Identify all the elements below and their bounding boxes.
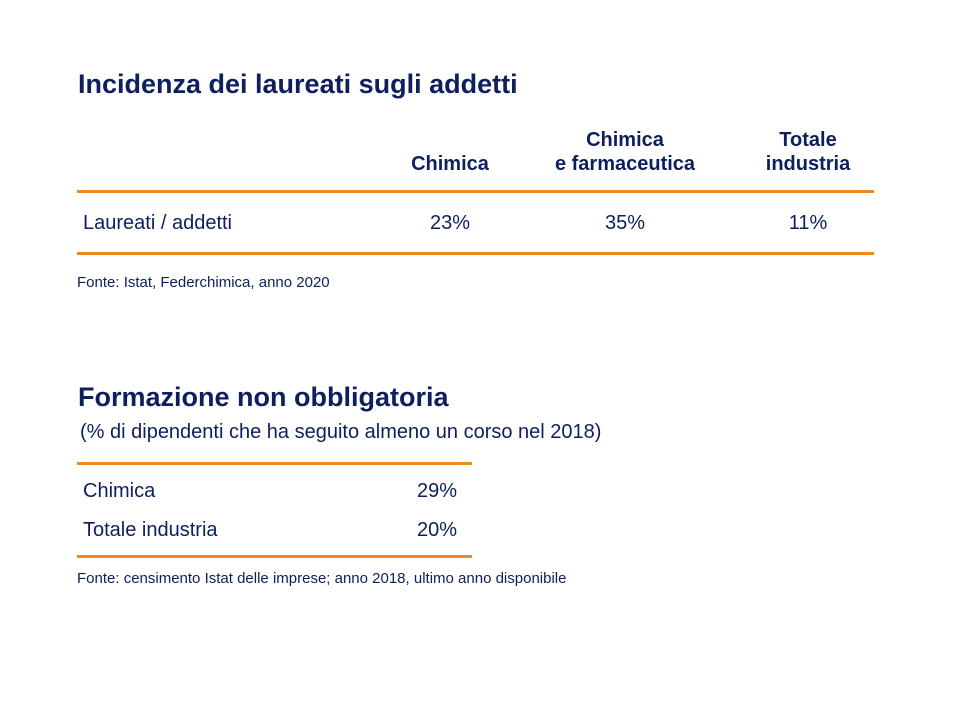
col-header-chimica-farmaceutica-line2: e farmaceutica (554, 153, 696, 175)
col-header-totale-industria-line1: Totale (779, 129, 837, 151)
row-value-totale-industria: 20% (417, 519, 458, 541)
col-header-chimica: Chimica (375, 128, 525, 176)
col-header-chimica-farmaceutica-line1: Chimica (586, 129, 664, 151)
section2-bottom-rule (77, 555, 472, 558)
section1-source: Fonte: Istat, Federchimica, anno 2020 (77, 274, 330, 291)
value-chimica: 23% (429, 212, 471, 234)
section1-bottom-rule (77, 252, 874, 255)
section2-top-rule (77, 462, 472, 465)
section2-title: Formazione non obbligatoria (78, 382, 449, 412)
col-header-totale-industria: Totale industria (733, 128, 883, 176)
col-header-chimica-line1 (375, 128, 525, 152)
section2-subtitle: (% di dipendenti che ha seguito almeno u… (80, 421, 602, 443)
col-header-chimica-line2: Chimica (411, 153, 489, 175)
row-label-chimica: Chimica (83, 480, 156, 502)
value-chimica-farmaceutica: 35% (604, 212, 646, 234)
col-header-chimica-farmaceutica: Chimica e farmaceutica (525, 128, 725, 176)
row-label-laureati-addetti: Laureati / addetti (83, 212, 232, 234)
row-value-chimica: 29% (417, 480, 458, 502)
col-header-totale-industria-line2: industria (765, 153, 851, 175)
section2-source: Fonte: censimento Istat delle imprese; a… (77, 570, 567, 587)
section1-title: Incidenza dei laureati sugli addetti (78, 69, 518, 99)
section1-header-rule (77, 190, 874, 193)
value-totale-industria: 11% (788, 212, 828, 234)
row-label-totale-industria: Totale industria (83, 519, 218, 541)
